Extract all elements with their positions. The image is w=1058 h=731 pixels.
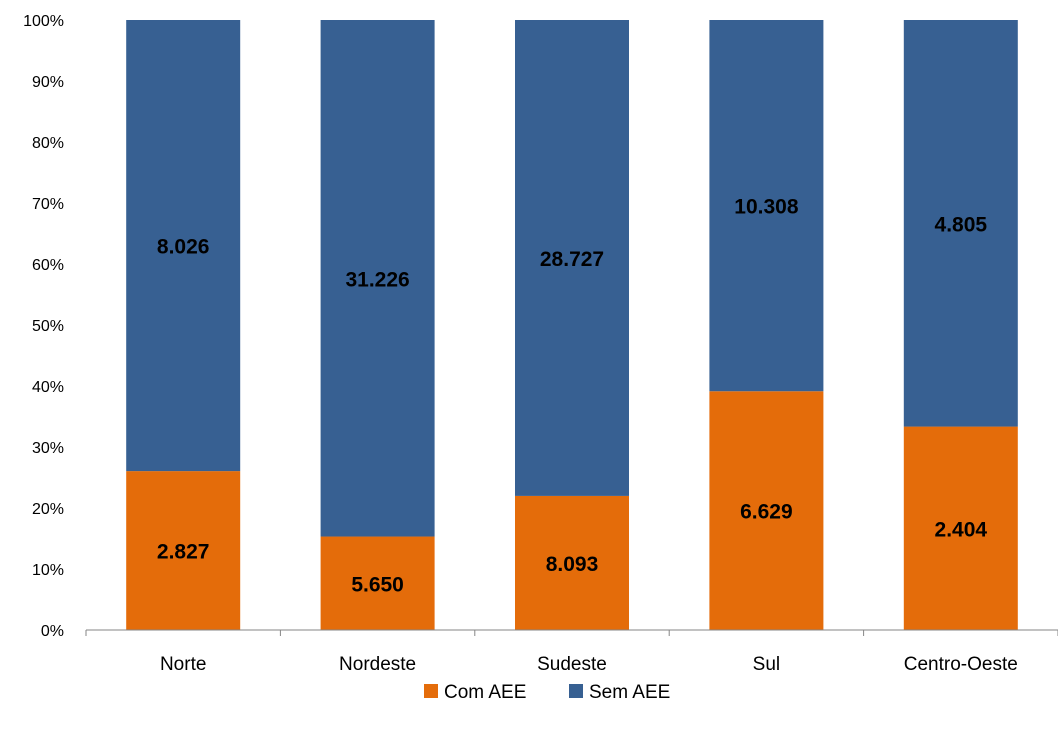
bar-segment-sem-aee [320, 20, 435, 537]
data-label: 8.093 [546, 553, 599, 576]
category-label: Nordeste [339, 654, 416, 675]
y-tick-label: 100% [23, 13, 64, 30]
bar-segment-com-aee [515, 495, 629, 630]
data-label: 8.026 [157, 236, 210, 259]
bar-segment-sem-aee [515, 20, 629, 496]
y-tick-label: 10% [32, 562, 64, 579]
legend: Com AEE Sem AEE [424, 682, 670, 703]
y-tick-label: 90% [32, 74, 64, 91]
data-label: 10.308 [734, 196, 799, 219]
y-tick-label: 60% [32, 257, 64, 274]
data-label: 6.629 [740, 501, 793, 524]
bar-segment-com-aee [903, 426, 1018, 630]
y-tick-label: 40% [32, 379, 64, 396]
data-label: 5.650 [351, 573, 404, 596]
bar-segment-com-aee [126, 471, 241, 630]
bar-segment-sem-aee [903, 20, 1018, 427]
legend-label-sem-aee: Sem AEE [589, 682, 670, 703]
data-label: 2.827 [157, 541, 210, 564]
legend-swatch-sem-aee [569, 684, 583, 698]
category-label: Sudeste [537, 654, 607, 675]
y-tick-label: 80% [32, 135, 64, 152]
bar-segment-sem-aee [709, 20, 824, 392]
x-axis-tick-marks [85, 630, 1058, 636]
bar-segment-com-aee [709, 391, 824, 630]
data-label: 28.727 [540, 248, 604, 271]
y-tick-label: 0% [41, 623, 64, 640]
data-label: 31.226 [345, 268, 409, 291]
data-labels: 2.827 8.026 5.650 31.226 8.093 28.727 6.629 10.… [157, 196, 987, 597]
x-axis-category-labels: Norte Nordeste Sudeste Sul Centro-Oeste [160, 654, 1018, 675]
y-tick-label: 70% [32, 196, 64, 213]
y-tick-label: 20% [32, 501, 64, 518]
bar-segment-com-aee [320, 536, 435, 630]
data-label: 2.404 [935, 518, 988, 541]
legend-swatch-com-aee [424, 684, 438, 698]
y-axis-tick-labels: 0% 10% 20% 30% 40% 50% 60% 70% 80% 90% 100% [23, 13, 64, 640]
bars [126, 20, 1018, 630]
legend-label-com-aee: Com AEE [444, 682, 526, 703]
y-tick-label: 30% [32, 440, 64, 457]
bar-segment-sem-aee [126, 20, 241, 472]
y-tick-label: 50% [32, 318, 64, 335]
data-label: 4.805 [935, 213, 988, 236]
category-label: Norte [160, 654, 206, 675]
category-label: Centro-Oeste [904, 654, 1018, 675]
category-label: Sul [753, 654, 780, 675]
